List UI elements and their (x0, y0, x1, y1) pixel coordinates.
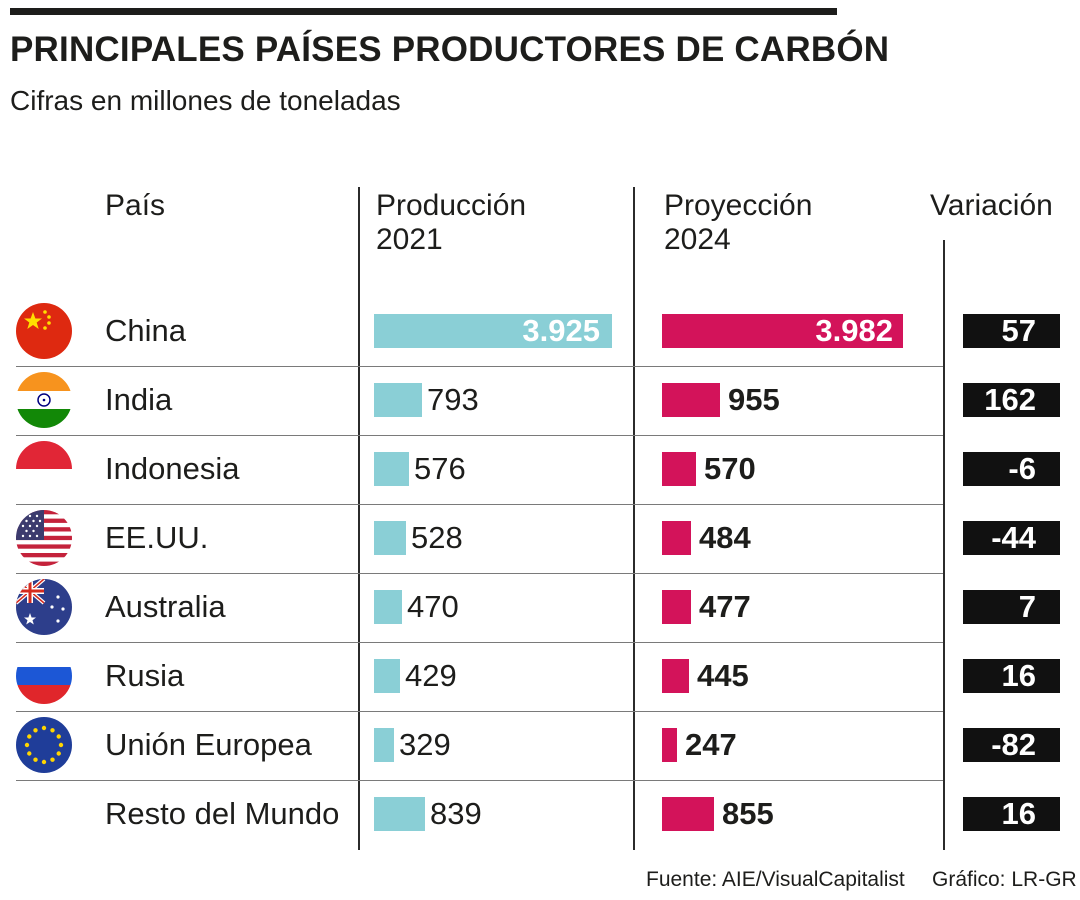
chart-subtitle: Cifras en millones de toneladas (10, 85, 401, 116)
row-divider (16, 504, 943, 505)
header-variation: Variación (930, 189, 1053, 222)
footer-source: Fuente: AIE/VisualCapitalist (646, 868, 905, 891)
projection-bar (662, 452, 696, 486)
row-divider (16, 366, 943, 367)
variation-value: -6 (963, 452, 1060, 486)
column-divider-production (358, 187, 360, 850)
top-rule (10, 8, 837, 15)
projection-value: 570 (704, 451, 756, 486)
header-production: Producción 2021 (376, 189, 526, 257)
header-projection-line1: Proyección (664, 189, 813, 222)
variation-value: 7 (963, 590, 1060, 624)
header-projection: Proyección 2024 (664, 189, 812, 257)
country-label: Australia (105, 589, 226, 624)
production-bar (374, 797, 425, 831)
russia-flag-icon (16, 648, 72, 704)
column-divider-projection (633, 187, 635, 850)
projection-value: 955 (728, 382, 780, 417)
projection-bar (662, 728, 677, 762)
production-value: 3.925 (522, 313, 600, 348)
country-label: EE.UU. (105, 520, 209, 555)
production-bar (374, 383, 422, 417)
footer-credit: Gráfico: LR-GR (932, 868, 1077, 891)
projection-value: 477 (699, 589, 751, 624)
header-projection-line2: 2024 (664, 223, 731, 256)
country-label: Unión Europea (105, 727, 312, 762)
production-value: 839 (430, 796, 482, 831)
production-bar (374, 590, 402, 624)
production-value: 793 (427, 382, 479, 417)
row-divider (16, 642, 943, 643)
country-label: Rusia (105, 658, 185, 693)
eu-flag-icon (16, 717, 72, 773)
production-value: 528 (411, 520, 463, 555)
production-value: 329 (399, 727, 451, 762)
variation-value: -44 (963, 521, 1060, 555)
country-label: Indonesia (105, 451, 240, 486)
production-value: 470 (407, 589, 459, 624)
production-bar (374, 314, 612, 348)
header-production-line2: 2021 (376, 223, 443, 256)
projection-value: 484 (699, 520, 751, 555)
production-bar (374, 452, 409, 486)
projection-value: 247 (685, 727, 737, 762)
country-label: India (105, 382, 173, 417)
row-divider (16, 435, 943, 436)
indonesia-flag-icon (16, 441, 72, 497)
variation-value: 57 (963, 314, 1060, 348)
production-bar (374, 659, 400, 693)
row-divider (16, 573, 943, 574)
projection-value: 445 (697, 658, 749, 693)
country-label: China (105, 313, 186, 348)
australia-flag-icon (16, 579, 72, 635)
projection-value: 3.982 (815, 313, 893, 348)
projection-value: 855 (722, 796, 774, 831)
row-divider (16, 780, 943, 781)
projection-bar (662, 659, 689, 693)
india-flag-icon (16, 372, 72, 428)
production-bar (374, 521, 406, 555)
projection-bar (662, 797, 714, 831)
chart-title: PRINCIPALES PAÍSES PRODUCTORES DE CARBÓN (10, 30, 890, 69)
china-flag-icon (16, 303, 72, 359)
column-divider-variation (943, 240, 945, 850)
usa-flag-icon (16, 510, 72, 566)
variation-value: 16 (963, 659, 1060, 693)
projection-bar (662, 383, 720, 417)
production-bar (374, 728, 394, 762)
production-value: 576 (414, 451, 466, 486)
header-country: País (105, 189, 166, 222)
projection-bar (662, 521, 691, 555)
variation-value: 162 (963, 383, 1060, 417)
production-value: 429 (405, 658, 457, 693)
projection-bar (662, 314, 903, 348)
projection-bar (662, 590, 691, 624)
row-divider (16, 711, 943, 712)
variation-value: -82 (963, 728, 1060, 762)
variation-value: 16 (963, 797, 1060, 831)
header-production-line1: Producción (376, 189, 527, 222)
country-label: Resto del Mundo (105, 796, 340, 831)
